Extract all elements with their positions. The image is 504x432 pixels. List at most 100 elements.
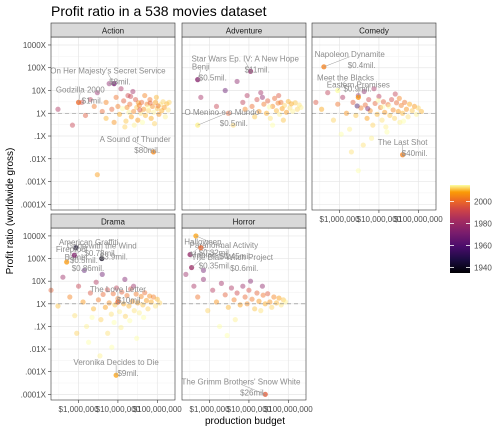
data-point [362,102,368,108]
annotation-budget: $0.4mil. [348,61,376,70]
data-point [380,99,387,105]
annotation-leader [197,69,202,80]
data-point [134,104,140,111]
data-point [152,303,159,309]
points-action [55,81,172,178]
data-point [91,103,97,110]
annotation-title: O Menino e o Mundo [184,108,259,117]
data-point [376,93,382,100]
data-point [292,100,298,106]
annotation-budget: $80mil. [134,146,160,155]
data-point [102,304,108,310]
data-point [298,104,304,111]
data-point [285,98,291,105]
data-point [138,293,144,300]
data-point [133,291,139,297]
data-point [110,291,116,297]
data-point [275,100,281,106]
data-point [60,274,66,280]
x-tick-label: $10,000,000 [357,215,402,224]
annotation-budget: $1mil. [82,96,103,105]
data-point [145,104,151,110]
data-point [129,298,136,304]
strip-background [311,22,437,38]
data-point [128,286,134,292]
data-point [218,280,225,286]
y-tick-label: 1000X [23,232,47,241]
data-point [153,94,160,100]
data-point [278,302,284,308]
annotation-title: The Love Letter [90,285,146,294]
data-point [232,317,238,323]
data-point [270,103,276,110]
annotation-leader [197,114,222,126]
legend-tick-label: 2000 [474,198,492,207]
annotation-title: Napoleon Dynamite [315,50,386,59]
data-point [139,119,146,125]
data-point [217,323,223,330]
annotation-leader [135,141,154,153]
data-point [69,122,76,128]
data-point [116,111,123,117]
data-point [225,304,231,310]
data-point [139,99,145,105]
data-point [124,293,130,299]
data-point [134,335,140,341]
data-point [395,108,401,115]
strip-background [181,22,307,38]
y-tick-label: .01X [30,345,47,354]
data-point [244,92,250,99]
data-point [267,299,273,305]
data-point [262,301,268,307]
data-point [198,94,204,100]
data-point [148,299,154,305]
data-point [135,117,141,123]
annotation-leader [195,235,224,249]
data-point [258,90,264,96]
annotation-title: Veronika Decides to Die [73,358,159,367]
data-point [94,172,100,178]
data-point [400,118,407,124]
data-point [276,111,283,117]
data-point [109,106,115,112]
data-point [283,109,290,115]
data-point [411,103,418,110]
data-point [83,323,90,330]
panel-background [182,228,306,400]
data-point [113,94,119,100]
data-point [271,294,277,300]
data-point [97,353,103,359]
data-point [279,106,285,112]
panel-background [182,37,306,210]
data-point [249,296,255,302]
annotation-title: The Blair Witch Project [192,253,274,262]
x-tick-label: $1,000,000 [190,405,231,414]
panel-background [51,37,175,210]
annotation-title: Gone with the Wind [67,242,137,251]
data-point [247,278,254,284]
data-point [347,126,353,132]
data-point [123,118,129,124]
data-point [406,101,413,107]
annotation-budget: $26mil. [240,388,266,397]
annotation-budget: $0.9mil. [343,84,371,93]
annotation-leader [191,257,204,268]
x-tick-label: $1,000,000 [59,405,100,414]
data-point [136,310,142,316]
y-tick-label: .001X [25,178,47,187]
data-point [228,285,235,291]
data-point [234,78,240,85]
data-point [377,104,384,111]
data-point [116,309,123,315]
data-point [127,318,133,324]
data-point [160,99,166,105]
data-point [374,111,380,117]
data-point [224,332,230,339]
data-point [225,110,231,116]
data-point [281,102,288,109]
data-point [148,115,154,121]
data-point [122,276,128,282]
data-point [124,104,130,111]
x-tick-label: $10,000,000 [227,405,272,414]
panel-background [51,228,175,400]
